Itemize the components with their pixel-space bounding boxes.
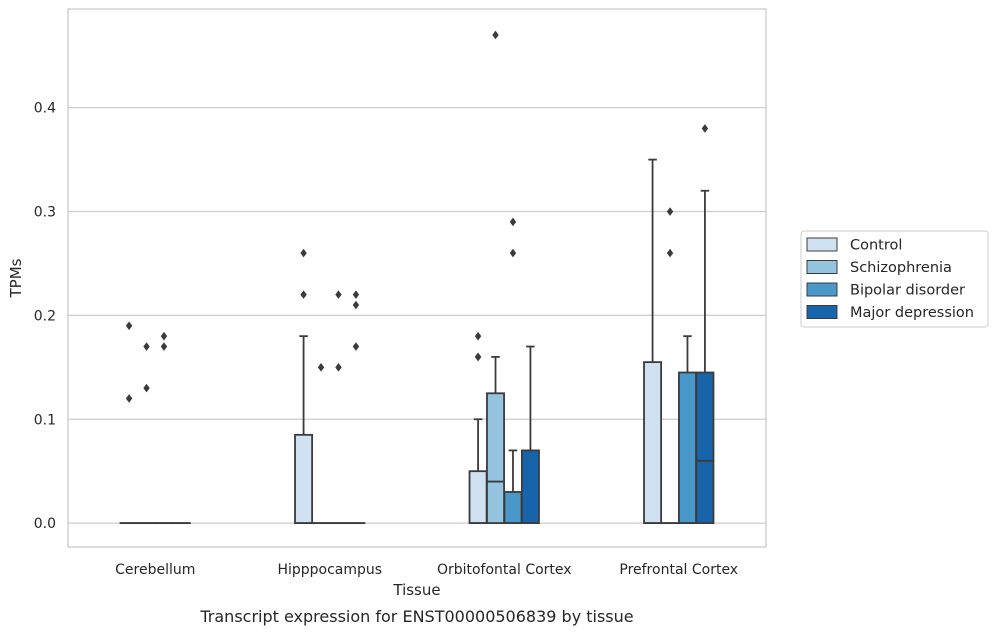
outlier-point <box>335 363 342 372</box>
outlier-point <box>701 124 709 133</box>
outlier-point <box>352 342 360 351</box>
outlier-point <box>125 321 133 331</box>
box-control <box>643 158 663 525</box>
box-body <box>468 470 488 525</box>
outlier-point <box>300 248 307 258</box>
outlier-point <box>160 331 168 341</box>
outlier-point <box>125 394 133 403</box>
y-tick-label: 0.0 <box>34 516 56 532</box>
legend-label: Major depression <box>850 305 974 321</box>
plot-frame <box>67 8 767 548</box>
outlier-point <box>300 290 307 299</box>
box-body <box>678 371 697 525</box>
y-tick-label: 0.1 <box>34 412 56 428</box>
outlier-point <box>666 248 674 258</box>
y-axis-label: TPMs <box>7 258 25 298</box>
box-major-depression <box>695 124 715 525</box>
box-body <box>503 491 523 525</box>
box-schizophrenia <box>660 207 680 525</box>
outlier-point <box>143 383 150 393</box>
legend-swatch <box>806 305 838 319</box>
outlier-point <box>474 352 482 362</box>
box-body <box>520 449 540 525</box>
outlier-point <box>335 290 342 299</box>
legend-swatch <box>806 282 838 297</box>
y-tick-label: 0.4 <box>34 101 56 117</box>
x-tick-label: Prefrontal Cortex <box>619 562 738 578</box>
legend-swatch <box>806 237 838 252</box>
outlier-point <box>352 300 360 310</box>
x-tick-labels: Cerebellum Hipppocampus Orbitofontal Corte… <box>115 562 738 578</box>
outlier-point <box>509 217 517 227</box>
chart-caption: Transcript expression for ENST0000050683… <box>199 607 633 626</box>
outlier-point <box>143 342 150 351</box>
y-tick-label: 0.2 <box>34 308 56 324</box>
legend-frame <box>800 230 989 328</box>
box-control <box>294 248 314 525</box>
box-schizophrenia <box>486 30 505 525</box>
outlier-point <box>492 30 499 40</box>
box-body <box>486 392 505 525</box>
outlier-point <box>352 290 360 299</box>
x-tick-label: Orbitofontal Cortex <box>437 562 572 578</box>
legend-swatch <box>806 260 838 274</box>
legend-label: Bipolar disorder <box>850 283 965 299</box>
legend: Control Schizophrenia Bipolar disorder Majo… <box>800 230 989 328</box>
box-body <box>294 433 314 525</box>
y-tick-label: 0.3 <box>34 205 56 221</box>
box-body <box>643 361 663 525</box>
outlier-point <box>474 331 482 341</box>
legend-label: Schizophrenia <box>850 260 952 276</box>
x-tick-label: Cerebellum <box>115 562 195 578</box>
box-body <box>695 371 715 525</box>
box-series <box>119 30 715 525</box>
box-major-depression <box>346 290 366 525</box>
legend-label: Control <box>850 238 902 254</box>
y-tick-labels: 0.0 0.1 0.2 0.3 0.4 <box>34 101 56 532</box>
box-major-depression <box>520 345 540 525</box>
x-axis-label: Tissue <box>392 581 440 599</box>
x-tick-label: Hipppocampus <box>277 562 382 578</box>
outlier-point <box>317 363 325 372</box>
outlier-point <box>160 342 168 351</box>
outlier-point <box>666 207 674 216</box>
outlier-point <box>509 248 517 258</box>
